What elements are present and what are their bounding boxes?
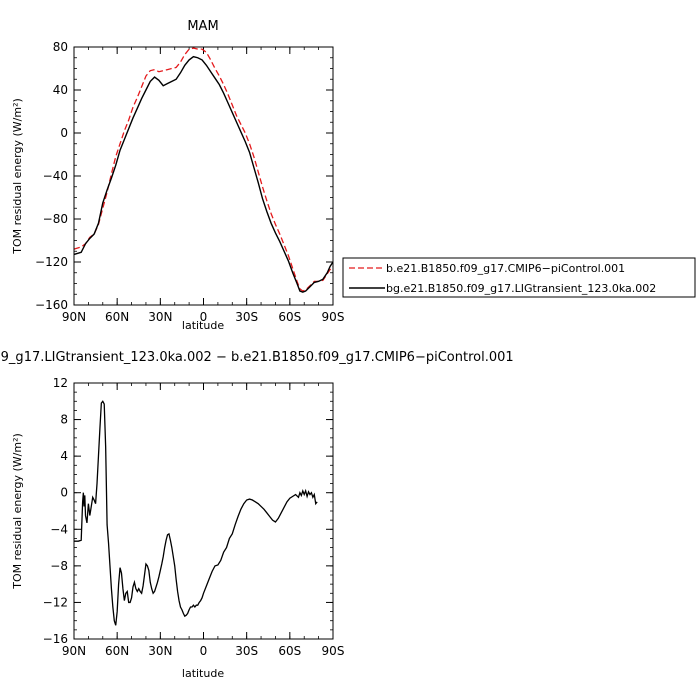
y-tick-label: −16 [43, 632, 68, 646]
y-tick-label: −4 [50, 522, 68, 536]
y-tick-label: −40 [43, 169, 68, 183]
x-tick-label: 90N [62, 310, 86, 324]
top-series-cmip6-picontrol-line [73, 47, 334, 292]
y-tick-label: 40 [53, 83, 68, 97]
top-series-ligtransient-line [73, 55, 334, 293]
x-tick-label: 30N [148, 310, 172, 324]
legend-label-cmip6: b.e21.B1850.f09_g17.CMIP6−piControl.001 [386, 262, 625, 275]
top-plot-frame [73, 46, 334, 306]
top-x-axis-label: latitude [182, 319, 224, 332]
bottom-y-tick-labels: −16 −12 −8 −4 0 4 8 12 [43, 376, 68, 646]
x-tick-label: 60N [105, 644, 129, 658]
bottom-chart-title: bg.e21.B1850.f09_g17.LIGtransient_123.0k… [0, 350, 514, 365]
bottom-y-axis-label: TOM residual energy (W/m²) [11, 433, 24, 590]
x-tick-label: 30N [148, 644, 172, 658]
y-tick-label: −120 [35, 255, 68, 269]
y-tick-label: 0 [60, 486, 68, 500]
y-tick-label: 80 [53, 40, 68, 54]
y-tick-label: −12 [43, 595, 68, 609]
x-tick-label: 90S [322, 644, 345, 658]
bottom-difference-line [74, 400, 318, 626]
bottom-x-axis-label: latitude [182, 667, 224, 680]
top-y-axis-label: TOM residual energy (W/m²) [11, 98, 24, 255]
y-tick-label: 4 [60, 449, 68, 463]
y-tick-label: 0 [60, 126, 68, 140]
x-tick-label: 0 [200, 310, 208, 324]
x-tick-label: 30S [235, 644, 258, 658]
top-chart-title: MAM [187, 19, 218, 34]
top-y-tick-labels: −160 −120 −80 −40 0 40 80 [35, 40, 68, 312]
x-tick-label: 90S [322, 310, 345, 324]
top-legend: b.e21.B1850.f09_g17.CMIP6−piControl.001 … [342, 257, 696, 298]
bottom-x-tick-labels: 90N 60N 30N 0 30S 60S 90S [62, 644, 345, 658]
top-panel: MAM 90N 60N 30N 0 30S 60S 90S −160 −120 −80 −40 0 4… [11, 19, 696, 332]
y-tick-label: −8 [50, 559, 68, 573]
x-tick-label: 0 [200, 644, 208, 658]
top-x-tick-labels: 90N 60N 30N 0 30S 60S 90S [62, 310, 345, 324]
x-tick-label: 90N [62, 644, 86, 658]
x-tick-label: 60N [105, 310, 129, 324]
x-tick-label: 60S [278, 644, 301, 658]
x-tick-label: 30S [235, 310, 258, 324]
y-tick-label: 12 [53, 376, 68, 390]
legend-box [342, 257, 696, 298]
bottom-panel: bg.e21.B1850.f09_g17.LIGtransient_123.0k… [0, 350, 514, 680]
y-tick-label: 8 [60, 413, 68, 427]
bottom-plot-frame [73, 382, 334, 640]
legend-label-ligtransient: bg.e21.B1850.f09_g17.LIGtransient_123.0k… [386, 282, 656, 295]
y-tick-label: −160 [35, 298, 68, 312]
x-tick-label: 60S [278, 310, 301, 324]
y-tick-label: −80 [43, 212, 68, 226]
